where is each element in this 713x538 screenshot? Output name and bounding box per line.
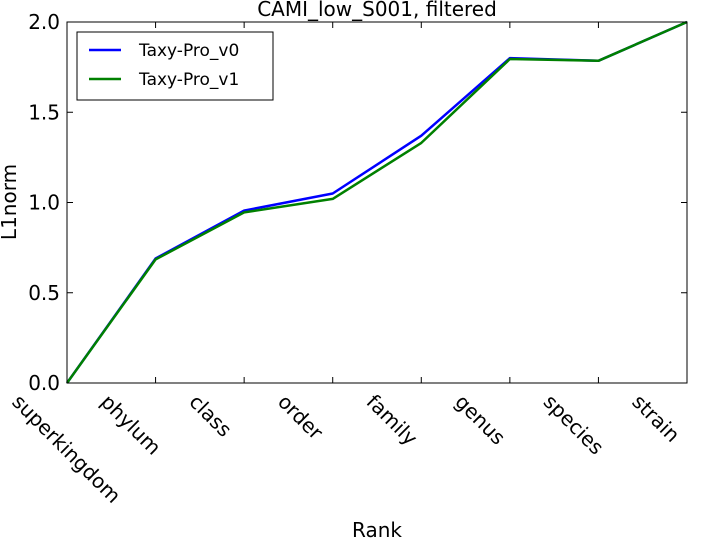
x-tick-label: phylum xyxy=(96,390,166,460)
y-axis-label: L1norm xyxy=(0,164,21,240)
x-axis-label: Rank xyxy=(352,518,402,538)
x-tick-label: class xyxy=(185,390,237,442)
legend: Taxy-Pro_v0 Taxy-Pro_v1 xyxy=(76,31,274,101)
y-tick-label: 1.0 xyxy=(28,191,60,215)
x-tick-label: strain xyxy=(627,390,684,447)
series-line-2 xyxy=(65,20,688,384)
y-tick-label: 0.0 xyxy=(28,371,60,395)
y-tick-label: 2.0 xyxy=(28,10,60,34)
legend-box xyxy=(76,31,274,101)
y-tick-label: 0.5 xyxy=(28,281,60,305)
series-layer xyxy=(65,20,688,384)
x-tick-label: order xyxy=(273,390,328,445)
x-tick-label: family xyxy=(362,390,423,451)
chart-title: CAMI_low_S001, filtered xyxy=(257,0,497,21)
legend-label: Taxy-Pro_v0 xyxy=(138,41,239,61)
y-tick-label: 1.5 xyxy=(28,100,60,124)
legend-label: Taxy-Pro_v1 xyxy=(138,70,239,90)
x-tick-label: species xyxy=(539,390,609,460)
x-tick-label: genus xyxy=(450,390,510,450)
